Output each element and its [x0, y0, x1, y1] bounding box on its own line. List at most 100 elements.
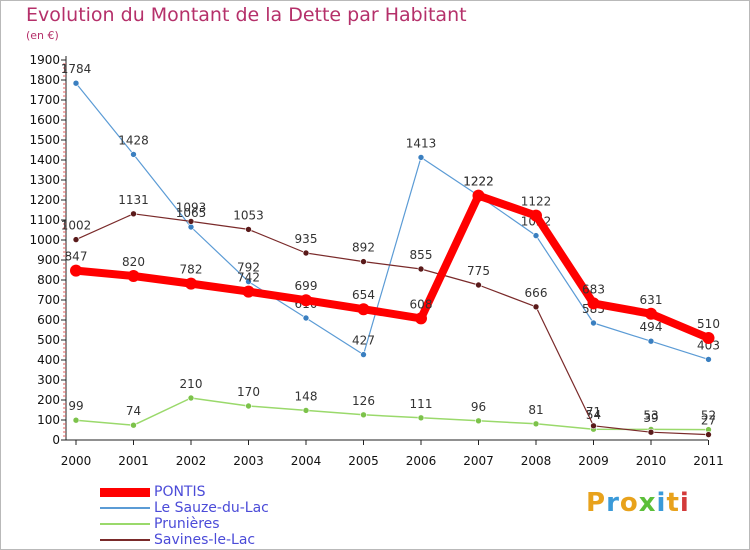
data-label-pontis: 1222 — [463, 175, 494, 189]
data-label-le-sauze-du-lac: 1222 — [463, 175, 494, 189]
y-tick-label: 800 — [37, 273, 60, 287]
data-label-savines-le-lac: 1131 — [118, 193, 149, 207]
data-point-savines-le-lac — [187, 218, 195, 225]
data-point-savines-le-lac — [475, 281, 482, 289]
data-label-le-sauze-du-lac: 1413 — [406, 136, 437, 150]
data-point-pontis — [357, 303, 370, 316]
data-label-savines-le-lac: 1002 — [61, 219, 92, 233]
data-point-pontis — [300, 294, 312, 307]
data-point-le-sauze-du-lac — [590, 319, 597, 327]
data-point-le-sauze-du-lac — [72, 79, 80, 87]
data-point-savines-le-lac — [705, 431, 712, 438]
y-tick-label: 400 — [37, 353, 60, 367]
data-label-pontis: 631 — [640, 293, 663, 307]
data-point-savines-le-lac — [245, 226, 252, 233]
data-point-pontis — [415, 312, 427, 325]
y-tick-label: 300 — [37, 373, 60, 387]
data-label-savines-le-lac: 71 — [586, 405, 601, 419]
data-point-pontis — [127, 270, 140, 282]
data-label-pruni-res: 52 — [701, 409, 716, 423]
data-point-pruni-res — [360, 411, 367, 419]
data-point-le-sauze-du-lac — [647, 337, 655, 345]
y-tick-label: 1200 — [29, 193, 60, 207]
data-point-pruni-res — [130, 421, 137, 429]
data-label-pruni-res: 99 — [68, 399, 83, 413]
data-label-pontis: 683 — [582, 282, 605, 296]
data-label-savines-le-lac: 666 — [525, 286, 548, 300]
legend-label-pontis: PONTIS — [154, 484, 206, 500]
data-label-le-sauze-du-lac: 1784 — [61, 62, 92, 76]
data-point-pruni-res — [532, 420, 540, 428]
data-label-pruni-res: 148 — [295, 389, 318, 403]
legend-swatch-savines-le-lac — [100, 539, 150, 541]
legend-swatch-pontis — [100, 488, 150, 497]
series-line-pruni-res — [75, 397, 710, 431]
data-point-le-sauze-du-lac — [532, 232, 540, 239]
data-label-pruni-res: 96 — [471, 400, 486, 414]
data-label-savines-le-lac: 1093 — [176, 200, 207, 214]
data-label-pontis: 654 — [352, 288, 375, 302]
legend-label-le-sauze-du-lac: Le Sauze-du-Lac — [154, 500, 269, 516]
legend-swatch-le-sauze-du-lac — [100, 507, 150, 509]
data-label-pontis: 699 — [295, 279, 318, 293]
legend-swatch-pruni-res — [100, 523, 150, 525]
data-label-pontis: 1122 — [521, 195, 552, 209]
data-label-pruni-res: 170 — [237, 385, 260, 399]
data-point-le-sauze-du-lac — [705, 356, 712, 363]
data-point-pontis — [70, 264, 82, 277]
y-tick-label: 900 — [37, 253, 60, 267]
legend-item-pontis: PONTIS — [100, 484, 360, 500]
data-point-pontis — [587, 297, 600, 310]
data-point-pruni-res — [417, 414, 425, 422]
y-tick-label: 1700 — [29, 93, 60, 107]
legend-item-le-sauze-du-lac: Le Sauze-du-Lac — [100, 500, 360, 516]
data-label-pontis: 820 — [122, 255, 145, 269]
data-label-pruni-res: 74 — [126, 404, 141, 418]
data-point-le-sauze-du-lac — [360, 351, 367, 358]
data-label-pruni-res: 81 — [528, 403, 543, 417]
data-label-savines-le-lac: 27 — [701, 414, 716, 428]
data-point-pontis — [530, 209, 542, 222]
y-tick-label: 1400 — [29, 153, 60, 167]
y-tick-label: 1600 — [29, 113, 60, 127]
data-label-savines-le-lac: 39 — [643, 411, 658, 425]
data-point-savines-le-lac — [417, 265, 425, 273]
data-point-le-sauze-du-lac — [302, 314, 310, 322]
data-point-pruni-res — [475, 417, 482, 425]
data-label-savines-le-lac: 775 — [467, 264, 490, 278]
x-tick-label: 2004 — [291, 454, 322, 468]
y-tick-label: 100 — [37, 413, 60, 427]
y-tick-label: 600 — [37, 313, 60, 327]
data-point-savines-le-lac — [302, 249, 310, 257]
y-unit-label: (en €) — [26, 29, 59, 42]
data-point-savines-le-lac — [532, 303, 540, 311]
data-point-pontis — [645, 307, 657, 320]
legend-label-savines-le-lac: Savines-le-Lac — [154, 532, 256, 548]
data-point-savines-le-lac — [130, 210, 137, 218]
data-label-savines-le-lac: 1053 — [233, 208, 264, 222]
legend: PONTIS Le Sauze-du-Lac Prunières Savines-le… — [100, 484, 360, 548]
y-tick-label: 1900 — [29, 53, 60, 67]
y-tick-label: 700 — [37, 293, 60, 307]
series-line-pontis — [72, 191, 713, 342]
data-point-pruni-res — [72, 416, 80, 424]
data-label-savines-le-lac: 935 — [295, 232, 318, 246]
data-point-pruni-res — [187, 394, 195, 402]
y-tick-label: 500 — [37, 333, 60, 347]
y-tick-label: 200 — [37, 393, 60, 407]
data-point-le-sauze-du-lac — [187, 223, 195, 231]
x-tick-label: 2006 — [406, 454, 437, 468]
data-point-le-sauze-du-lac — [417, 154, 425, 161]
legend-label-pruni-res: Prunières — [154, 516, 220, 532]
data-point-savines-le-lac — [590, 422, 597, 430]
x-tick-label: 2011 — [693, 454, 724, 468]
legend-item-pruni-res: Prunières — [100, 516, 360, 532]
data-label-le-sauze-du-lac: 792 — [237, 261, 260, 275]
data-label-le-sauze-du-lac: 1065 — [176, 206, 207, 220]
x-tick-label: 2002 — [176, 454, 207, 468]
series-line-savines-le-lac — [75, 213, 710, 436]
data-point-pruni-res — [302, 407, 310, 414]
data-point-pontis — [185, 277, 197, 290]
chart-title: Evolution du Montant de la Dette par Hab… — [26, 4, 467, 26]
data-point-le-sauze-du-lac — [245, 278, 252, 285]
